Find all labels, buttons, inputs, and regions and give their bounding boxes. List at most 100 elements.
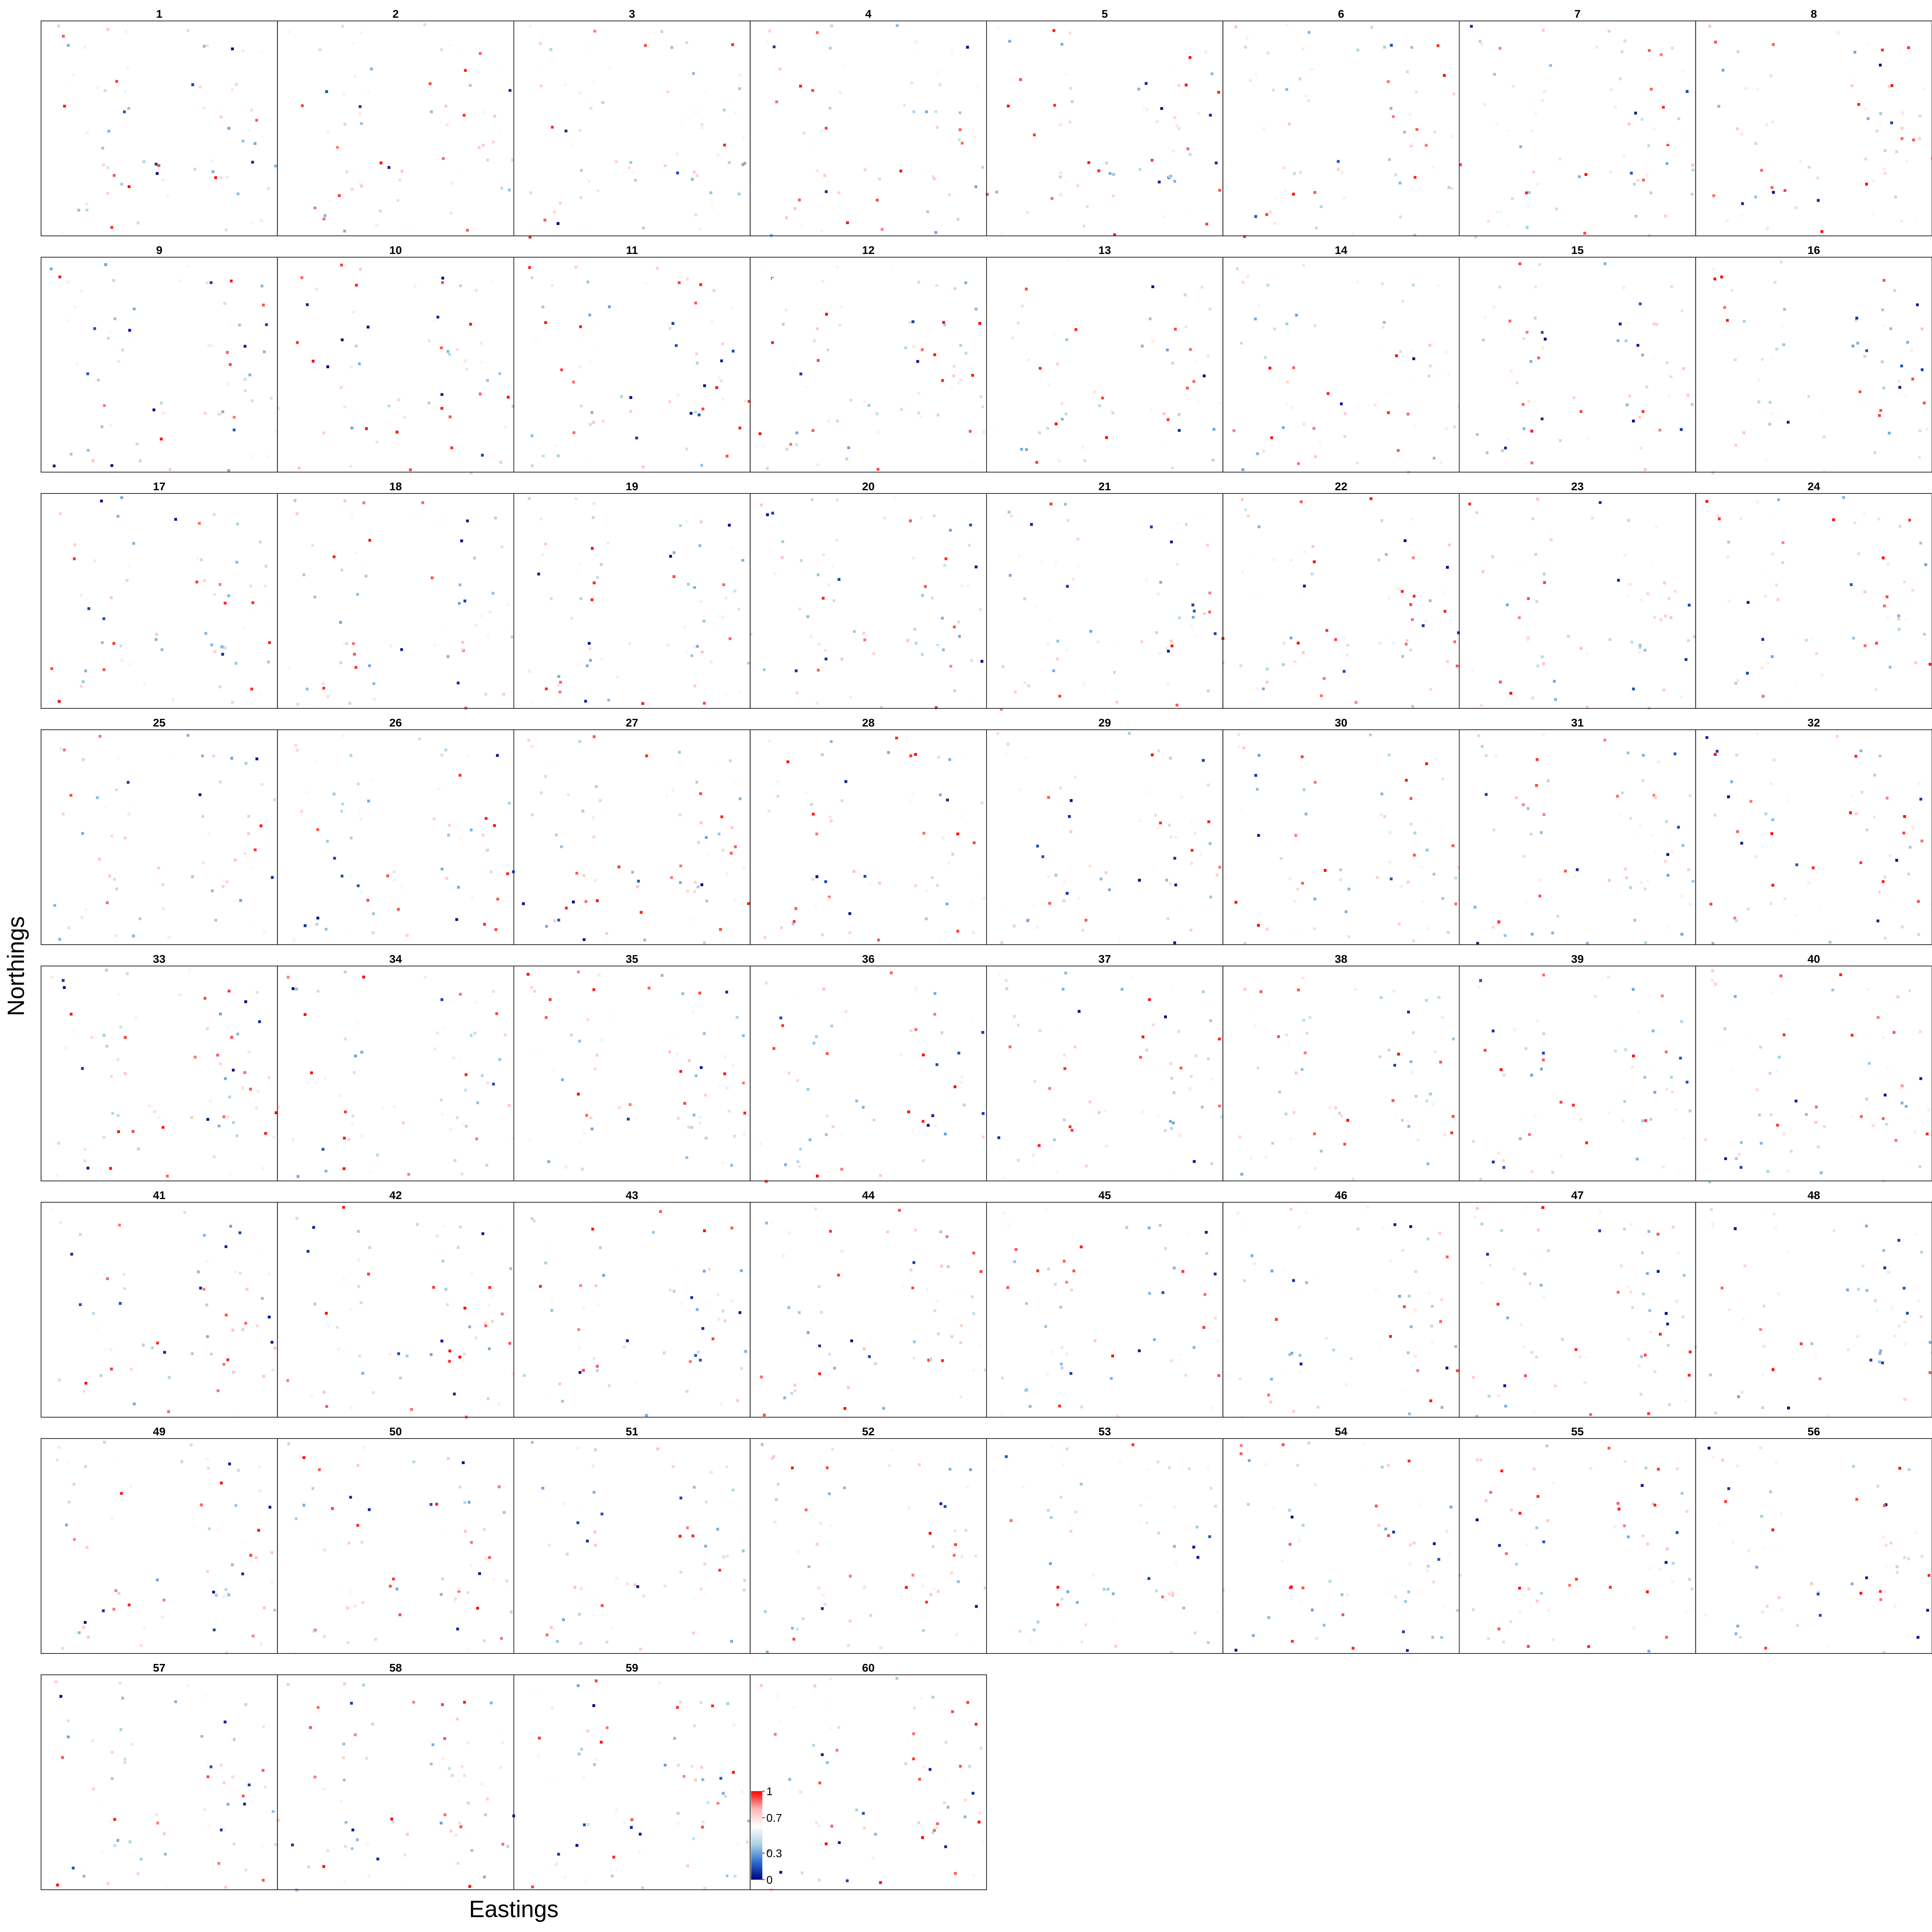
heatmap-cell	[1649, 191, 1652, 194]
heatmap-cell	[1350, 1357, 1353, 1360]
heatmap-cell	[475, 624, 478, 627]
heatmap-cell	[798, 1311, 801, 1314]
heatmap-cell	[669, 555, 672, 558]
heatmap-cell	[256, 1324, 259, 1327]
heatmap-cell	[699, 1115, 702, 1119]
heatmap-cell	[398, 1613, 402, 1616]
heatmap-cell	[1414, 176, 1417, 179]
heatmap-cell	[1623, 1100, 1627, 1103]
heatmap-cell	[693, 171, 696, 173]
heatmap-cell	[1770, 832, 1773, 835]
heatmap-cell	[1667, 374, 1670, 378]
heatmap-cell	[1249, 552, 1252, 555]
heatmap-cell	[974, 308, 978, 311]
heatmap-cell	[806, 615, 809, 618]
heatmap-cell	[244, 1000, 247, 1003]
heatmap-cell	[1377, 558, 1381, 561]
heatmap-cell	[825, 127, 828, 130]
heatmap-cell	[124, 30, 127, 33]
heatmap-cell	[1218, 1037, 1221, 1040]
heatmap-cell	[1369, 733, 1372, 737]
heatmap-cell	[1769, 74, 1773, 77]
heatmap-cell	[193, 1524, 196, 1527]
heatmap-cell	[1594, 995, 1597, 998]
heatmap-cell	[1038, 1029, 1042, 1032]
heatmap-cell	[1244, 1222, 1247, 1226]
heatmap-cell	[683, 625, 686, 629]
heatmap-cell	[486, 1081, 489, 1084]
heatmap-cell	[1923, 633, 1926, 636]
heatmap-cell	[840, 799, 844, 802]
heatmap-cell	[1849, 583, 1853, 586]
heatmap-cell	[1670, 375, 1673, 378]
heatmap-cell	[705, 1741, 708, 1744]
heatmap-cell	[1269, 210, 1272, 213]
heatmap-cell	[274, 430, 277, 433]
colorbar-tick-label: 0	[766, 1874, 773, 1886]
heatmap-cell	[1269, 1400, 1272, 1404]
heatmap-cell	[116, 1058, 120, 1061]
panel-title: 32	[1808, 716, 1820, 729]
heatmap-cell	[440, 346, 443, 349]
heatmap-cell	[287, 976, 290, 979]
heatmap-cell	[204, 412, 207, 415]
heatmap-cell	[805, 385, 808, 388]
heatmap-cell	[1920, 327, 1924, 330]
heatmap-cell	[1726, 555, 1729, 559]
heatmap-cell	[1449, 1505, 1453, 1509]
heatmap-cell	[1337, 160, 1340, 163]
heatmap-cell	[1778, 1056, 1781, 1059]
heatmap-cell	[679, 1571, 683, 1574]
heatmap-cell	[249, 1554, 252, 1557]
heatmap-cell	[263, 350, 266, 353]
heatmap-cell	[954, 287, 956, 290]
heatmap-cell	[566, 1552, 569, 1556]
heatmap-cell	[1303, 551, 1306, 554]
panel-title: 21	[1098, 480, 1111, 493]
heatmap-cell	[735, 1016, 739, 1019]
heatmap-cell	[492, 140, 495, 144]
panel-32: 32	[1695, 716, 1932, 945]
heatmap-cell	[1051, 1350, 1055, 1353]
heatmap-cell	[959, 378, 962, 382]
heatmap-cell	[1518, 566, 1521, 569]
heatmap-cell	[720, 359, 723, 363]
panel-17: 17	[41, 480, 278, 709]
heatmap-cell	[1113, 671, 1116, 674]
heatmap-cell	[1630, 1223, 1633, 1226]
heatmap-cell	[1882, 324, 1886, 327]
heatmap-cell	[93, 327, 96, 330]
heatmap-cell	[1061, 1366, 1064, 1370]
heatmap-cell	[1474, 906, 1477, 909]
heatmap-cell	[555, 833, 558, 836]
heatmap-cell	[796, 691, 799, 694]
heatmap-cell	[1532, 170, 1536, 173]
heatmap-cell	[277, 407, 280, 410]
heatmap-cell	[1847, 1348, 1850, 1351]
heatmap-cell	[1865, 1576, 1868, 1579]
heatmap-cell	[758, 432, 762, 436]
heatmap-cell	[1885, 1123, 1888, 1126]
heatmap-cell	[82, 1626, 85, 1629]
heatmap-cell	[117, 993, 120, 996]
heatmap-cell	[1860, 1115, 1863, 1118]
heatmap-cell	[1437, 1558, 1441, 1561]
heatmap-cell	[1217, 1340, 1220, 1343]
heatmap-cell	[508, 89, 512, 92]
heatmap-cell	[1170, 835, 1173, 838]
heatmap-cell	[1017, 1159, 1020, 1162]
panel-title: 49	[153, 1425, 165, 1438]
heatmap-cell	[1193, 1160, 1196, 1163]
heatmap-cell	[749, 633, 753, 636]
heatmap-cell	[1901, 1102, 1903, 1104]
heatmap-cell	[588, 126, 591, 130]
heatmap-cell	[1882, 880, 1885, 883]
heatmap-cell	[494, 516, 497, 520]
heatmap-cell	[1761, 1610, 1764, 1614]
heatmap-cell	[1426, 1162, 1430, 1165]
heatmap-cell	[1545, 1444, 1548, 1447]
heatmap-cell	[721, 1309, 724, 1313]
heatmap-cell	[340, 1800, 343, 1803]
panel-14: 14	[1222, 244, 1460, 474]
heatmap-cell	[949, 528, 952, 532]
